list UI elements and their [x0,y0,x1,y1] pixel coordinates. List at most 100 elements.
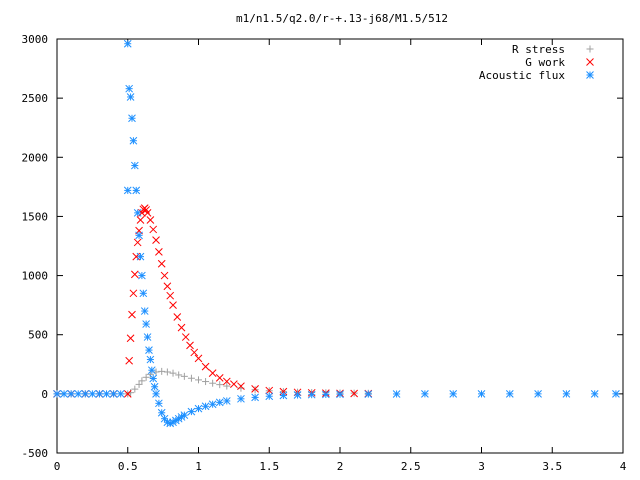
legend-marker [586,58,594,66]
data-point [180,411,189,420]
data-point [177,323,186,332]
data-point [138,377,146,385]
data-point [175,371,183,379]
x-tick-label: 1.5 [259,460,279,473]
data-point [81,390,90,398]
data-point [155,248,163,256]
chart-title: m1/n1.5/q2.0/r-+.13-j68/M1.5/512 [236,12,448,25]
data-point [202,378,210,386]
data-point [230,380,238,389]
data-point [222,377,231,386]
legend-marker [586,71,594,79]
data-point [208,369,217,378]
data-point [350,389,359,398]
y-tick-label: 2000 [22,151,49,164]
data-point [128,114,136,123]
data-point [53,390,61,398]
data-point [102,390,111,398]
data-point [169,301,177,309]
y-tick-label: 1500 [22,210,49,223]
data-point [223,382,231,390]
y-tick-label: 2500 [22,92,49,105]
data-point [293,391,302,399]
data-point [251,386,259,394]
data-point [129,136,138,145]
data-point [392,390,401,398]
data-point [163,282,172,291]
legend-marker [586,45,594,53]
data-point [190,348,199,357]
series-1 [53,204,373,398]
data-point [133,238,142,247]
data-point [150,382,159,391]
x-tick-label: 2.5 [401,460,421,473]
data-point [123,390,132,398]
data-point [265,392,274,401]
data-point [125,356,134,365]
x-tick-label: 2 [337,460,344,473]
x-tick-label: 1 [195,460,202,473]
data-point [129,289,138,298]
data-point [279,387,288,396]
data-point [215,374,224,382]
data-point [169,369,177,377]
data-point [60,390,68,398]
data-point [142,373,150,381]
data-point [152,236,160,244]
data-point [364,390,373,398]
data-point [116,390,125,398]
data-marks [53,39,620,428]
data-point [155,399,163,408]
data-point [279,391,288,400]
data-point [186,341,194,350]
data-point [336,390,344,399]
data-point [158,367,166,375]
data-point [421,390,429,398]
data-point [173,313,182,321]
data-point [166,291,175,300]
x-tick-label: 0 [54,460,61,473]
legend-label: Acoustic flux [479,69,565,82]
data-point [130,270,139,279]
x-tick-label: 4 [620,460,627,473]
data-point [147,366,156,375]
data-point [194,404,203,413]
data-point [126,93,135,101]
data-point [130,161,139,170]
data-point [160,271,169,280]
x-tick-label: 0.5 [118,460,138,473]
data-point [201,362,210,371]
data-point [157,259,166,268]
data-point [209,379,217,387]
data-point [265,386,274,395]
data-point [140,307,149,315]
data-point [145,346,153,354]
legend-label: G work [525,56,565,69]
data-point [138,271,146,280]
data-point [109,390,118,398]
data-point [149,374,158,383]
data-point [149,225,158,234]
data-point [133,209,142,217]
y-tick-label: 3000 [22,33,49,46]
data-point [143,333,152,341]
data-point [142,320,150,328]
data-point [135,380,143,388]
data-point [194,354,203,363]
data-point [136,252,145,261]
axis-ticks: 0 0.5 1 1.5 2 2.5 3 3.5 4 -500 0 500 1000 1500 2000 250… [22,33,627,473]
data-point [237,394,245,403]
data-point [201,402,210,411]
data-point [195,376,202,384]
y-tick-label: 500 [28,329,48,342]
x-tick-label: 3 [478,460,485,473]
data-point [135,231,143,240]
data-point [163,368,171,376]
data-point [136,216,145,224]
data-point [187,407,196,416]
data-point [146,216,155,224]
series-2 [53,39,620,428]
data-point [95,390,104,398]
